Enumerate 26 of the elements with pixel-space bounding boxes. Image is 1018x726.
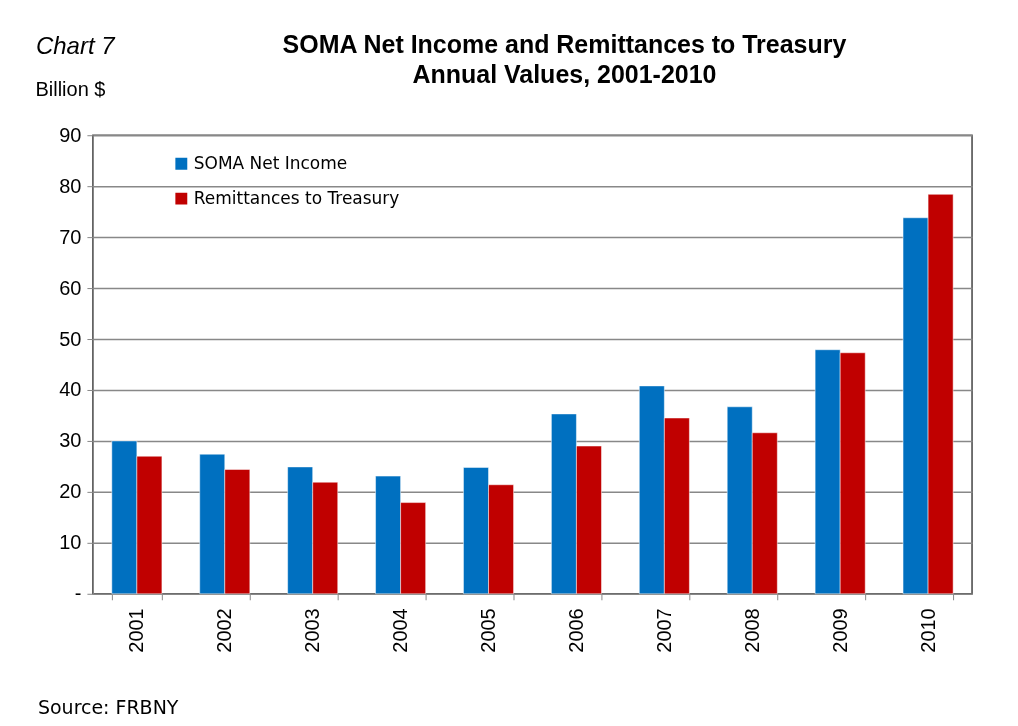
y-tick-label: 50 <box>59 327 82 350</box>
x-tick-label: 2009 <box>828 608 851 653</box>
x-tick-label: 2005 <box>477 608 500 653</box>
y-tick-label: - <box>74 582 82 605</box>
x-tick-label: 2003 <box>301 608 324 653</box>
source-note: Source: FRBNY <box>37 695 179 718</box>
caption: Chart 7 <box>35 32 117 60</box>
x-tick-label: 2002 <box>213 608 236 653</box>
x-tick-label: 2006 <box>564 608 587 653</box>
legend-label: SOMA Net Income <box>193 152 348 173</box>
y-tick-label: 20 <box>59 480 82 503</box>
y-tick-label: 80 <box>59 174 82 197</box>
y-tick-label: 30 <box>59 429 82 452</box>
legend-label: Remittances to Treasury <box>193 187 400 208</box>
x-tick-label: 2007 <box>652 608 675 653</box>
x-tick-label: 2010 <box>916 608 939 653</box>
y-tick-label: 10 <box>59 531 82 554</box>
y-tick-label: 40 <box>59 378 82 401</box>
y-tick-label: 70 <box>59 225 82 248</box>
x-tick-label: 2008 <box>740 608 763 653</box>
chart-title: SOMA Net Income and Remittances to Treasury Annual Values, 2001-2010 <box>282 30 847 89</box>
y-tick-label: 90 <box>59 123 82 146</box>
y-axis-title: Billion $ <box>35 77 106 100</box>
x-tick-label: 2001 <box>125 608 148 653</box>
x-tick-label: 2004 <box>389 608 412 653</box>
y-tick-label: 60 <box>59 276 82 299</box>
